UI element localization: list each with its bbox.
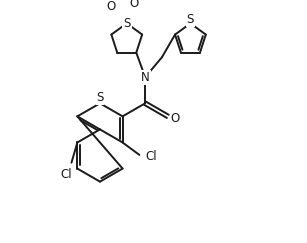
Text: O: O <box>170 113 180 125</box>
Text: Cl: Cl <box>146 150 157 163</box>
Text: O: O <box>129 0 138 10</box>
Text: O: O <box>107 0 116 13</box>
Text: S: S <box>123 17 130 30</box>
Text: S: S <box>96 91 104 104</box>
Text: N: N <box>141 71 150 84</box>
Text: S: S <box>187 13 194 26</box>
Text: Cl: Cl <box>60 168 72 181</box>
